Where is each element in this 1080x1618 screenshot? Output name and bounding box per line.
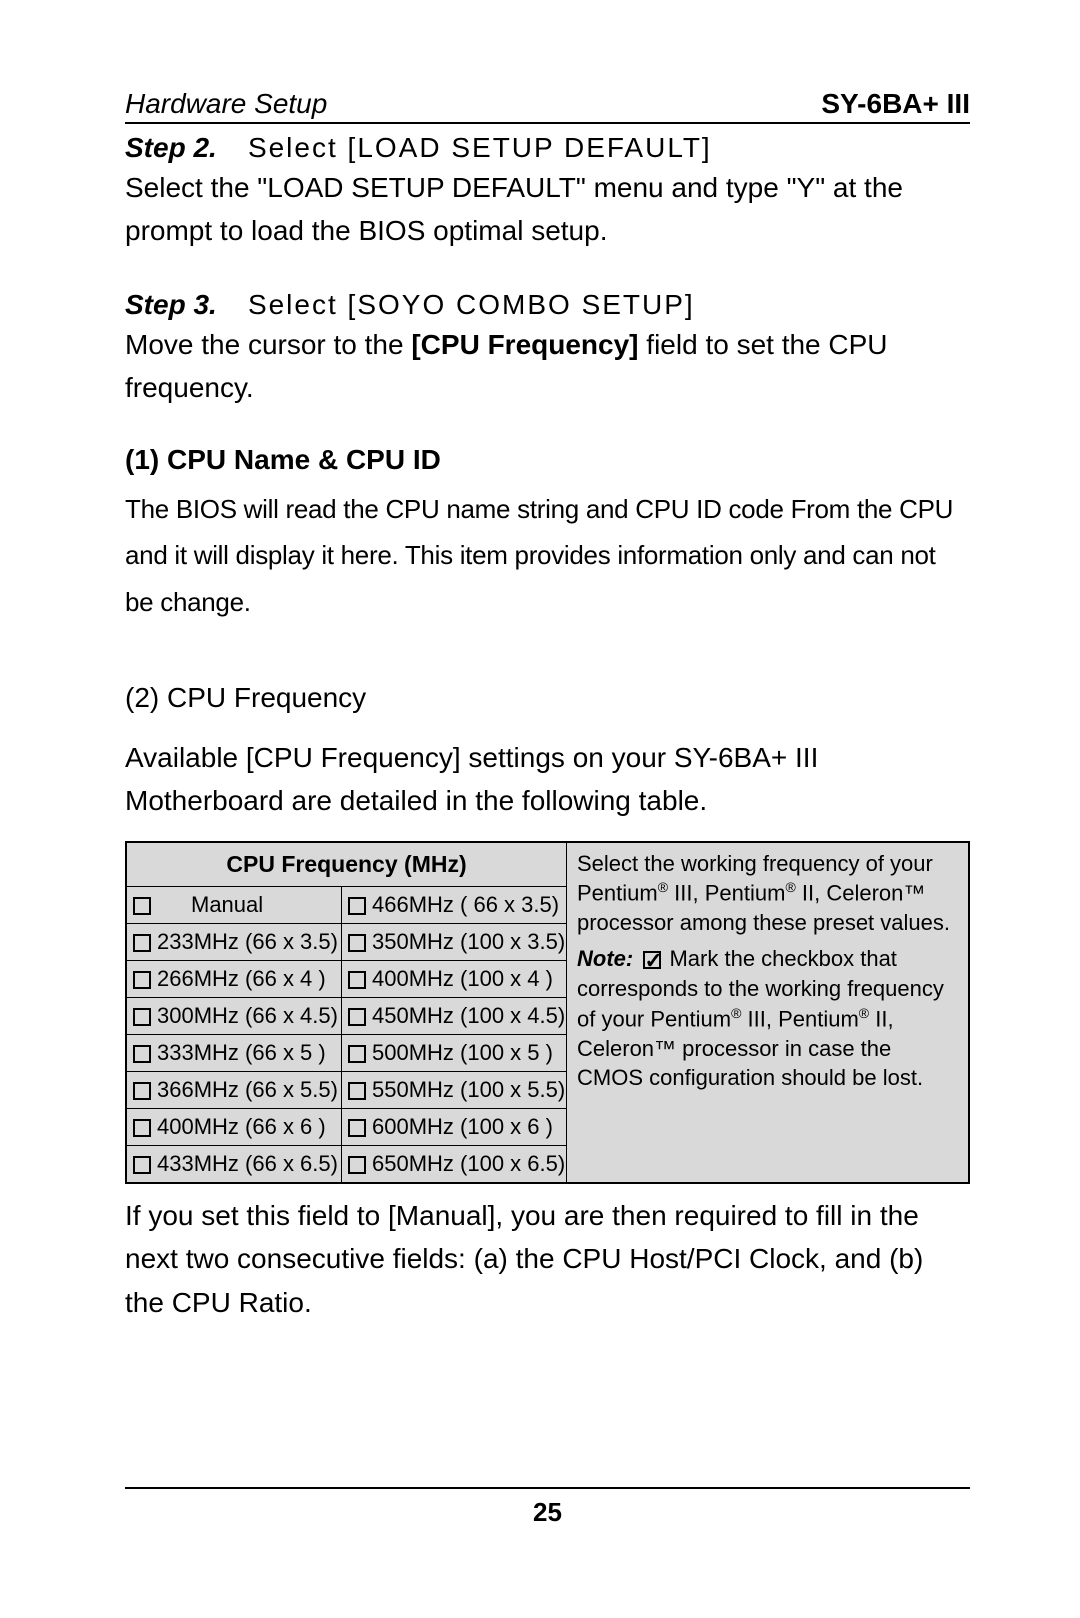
freq-label: 400MHz (100 x 4 ) <box>372 966 553 992</box>
step3-title: Select [SOYO COMBO SETUP] <box>248 289 695 320</box>
freq-cell: 366MHz (66 x 5.5) <box>127 1072 342 1109</box>
freq-cell: 400MHz (100 x 4 ) <box>342 961 567 998</box>
section2-intro: Available [CPU Frequency] settings on yo… <box>125 736 970 823</box>
reg-mark: ® <box>859 1005 869 1021</box>
checkbox-icon[interactable] <box>348 1008 366 1026</box>
checkbox-icon[interactable] <box>133 1008 151 1026</box>
checkbox-icon[interactable] <box>348 1045 366 1063</box>
checkbox-icon[interactable] <box>133 934 151 952</box>
checkbox-marked-icon <box>643 951 661 969</box>
step3-body-pre: Move the cursor to the <box>125 329 411 360</box>
freq-table-header: CPU Frequency (MHz) <box>127 843 567 887</box>
checkbox-icon[interactable] <box>348 1082 366 1100</box>
freq-label: 300MHz (66 x 4.5) <box>157 1003 338 1029</box>
freq-cell: 600MHz (100 x 6 ) <box>342 1109 567 1146</box>
freq-label: 650MHz (100 x 6.5) <box>372 1151 565 1177</box>
freq-label: 233MHz (66 x 3.5) <box>157 929 338 955</box>
reg-mark: ® <box>731 1005 741 1021</box>
checkbox-icon[interactable] <box>133 1082 151 1100</box>
checkbox-icon[interactable] <box>133 1119 151 1137</box>
header-right: SY-6BA+ III <box>821 88 970 120</box>
freq-label: 500MHz (100 x 5 ) <box>372 1040 553 1066</box>
freq-cell: 333MHz (66 x 5 ) <box>127 1035 342 1072</box>
checkbox-icon[interactable] <box>133 1045 151 1063</box>
freq-cell: 500MHz (100 x 5 ) <box>342 1035 567 1072</box>
step2-body: Select the "LOAD SETUP DEFAULT" menu and… <box>125 166 970 253</box>
step2-line: Step 2. Select [LOAD SETUP DEFAULT] <box>125 132 970 164</box>
reg-mark: ® <box>785 879 795 895</box>
freq-label: 350MHz (100 x 3.5) <box>372 929 565 955</box>
freq-cell: 466MHz ( 66 x 3.5) <box>342 887 567 924</box>
freq-cell: Manual <box>127 887 342 924</box>
step3-body: Move the cursor to the [CPU Frequency] f… <box>125 323 970 410</box>
freq-label: 400MHz (66 x 6 ) <box>157 1114 326 1140</box>
step3-label: Step 3. <box>125 289 217 320</box>
freq-cell: 400MHz (66 x 6 ) <box>127 1109 342 1146</box>
header-left: Hardware Setup <box>125 88 327 120</box>
step3-body-bold: [CPU Frequency] <box>411 329 638 360</box>
freq-cell: 550MHz (100 x 5.5) <box>342 1072 567 1109</box>
section1-body: The BIOS will read the CPU name string a… <box>125 486 970 626</box>
freq-table-note: Select the working frequency of your Pen… <box>567 843 968 1182</box>
freq-label: 266MHz (66 x 4 ) <box>157 966 326 992</box>
checkbox-icon[interactable] <box>348 971 366 989</box>
freq-cell: 300MHz (66 x 4.5) <box>127 998 342 1035</box>
freq-label: 333MHz (66 x 5 ) <box>157 1040 326 1066</box>
checkbox-icon[interactable] <box>348 1156 366 1174</box>
freq-label: 366MHz (66 x 5.5) <box>157 1077 338 1103</box>
checkbox-icon[interactable] <box>133 971 151 989</box>
freq-label: 450MHz (100 x 4.5) <box>372 1003 565 1029</box>
note-intro-b: III, Pentium <box>668 881 785 906</box>
section1-heading: (1) CPU Name & CPU ID <box>125 444 970 476</box>
freq-cell: 650MHz (100 x 6.5) <box>342 1146 567 1182</box>
step2-title: Select [LOAD SETUP DEFAULT] <box>248 132 712 163</box>
freq-cell: 350MHz (100 x 3.5) <box>342 924 567 961</box>
freq-label: 433MHz (66 x 6.5) <box>157 1151 338 1177</box>
freq-grid: Manual 466MHz ( 66 x 3.5) 233MHz (66 x 3… <box>127 887 567 1182</box>
freq-table-left: CPU Frequency (MHz) Manual 466MHz ( 66 x… <box>127 843 567 1182</box>
freq-label: 600MHz (100 x 6 ) <box>372 1114 553 1140</box>
freq-label: Manual <box>157 892 263 918</box>
freq-label: 466MHz ( 66 x 3.5) <box>372 892 559 918</box>
checkbox-icon[interactable] <box>133 1156 151 1174</box>
checkbox-icon[interactable] <box>348 934 366 952</box>
freq-cell: 450MHz (100 x 4.5) <box>342 998 567 1035</box>
page-header: Hardware Setup SY-6BA+ III <box>125 88 970 124</box>
freq-cell: 433MHz (66 x 6.5) <box>127 1146 342 1182</box>
page-footer: 25 <box>125 1487 970 1528</box>
checkbox-icon[interactable] <box>348 1119 366 1137</box>
reg-mark: ® <box>658 879 668 895</box>
page-number: 25 <box>533 1497 562 1527</box>
checkbox-icon[interactable] <box>133 897 151 915</box>
step2-label: Step 2. <box>125 132 217 163</box>
freq-cell: 266MHz (66 x 4 ) <box>127 961 342 998</box>
cpu-frequency-table: CPU Frequency (MHz) Manual 466MHz ( 66 x… <box>125 841 970 1184</box>
checkbox-icon[interactable] <box>348 897 366 915</box>
freq-cell: 233MHz (66 x 3.5) <box>127 924 342 961</box>
note-label: Note: <box>577 946 633 971</box>
after-table-text: If you set this field to [Manual], you a… <box>125 1194 970 1324</box>
freq-label: 550MHz (100 x 5.5) <box>372 1077 565 1103</box>
note-body-b: III, Pentium <box>741 1006 858 1031</box>
section2-heading: (2) CPU Frequency <box>125 682 970 714</box>
step3-line: Step 3. Select [SOYO COMBO SETUP] <box>125 289 970 321</box>
